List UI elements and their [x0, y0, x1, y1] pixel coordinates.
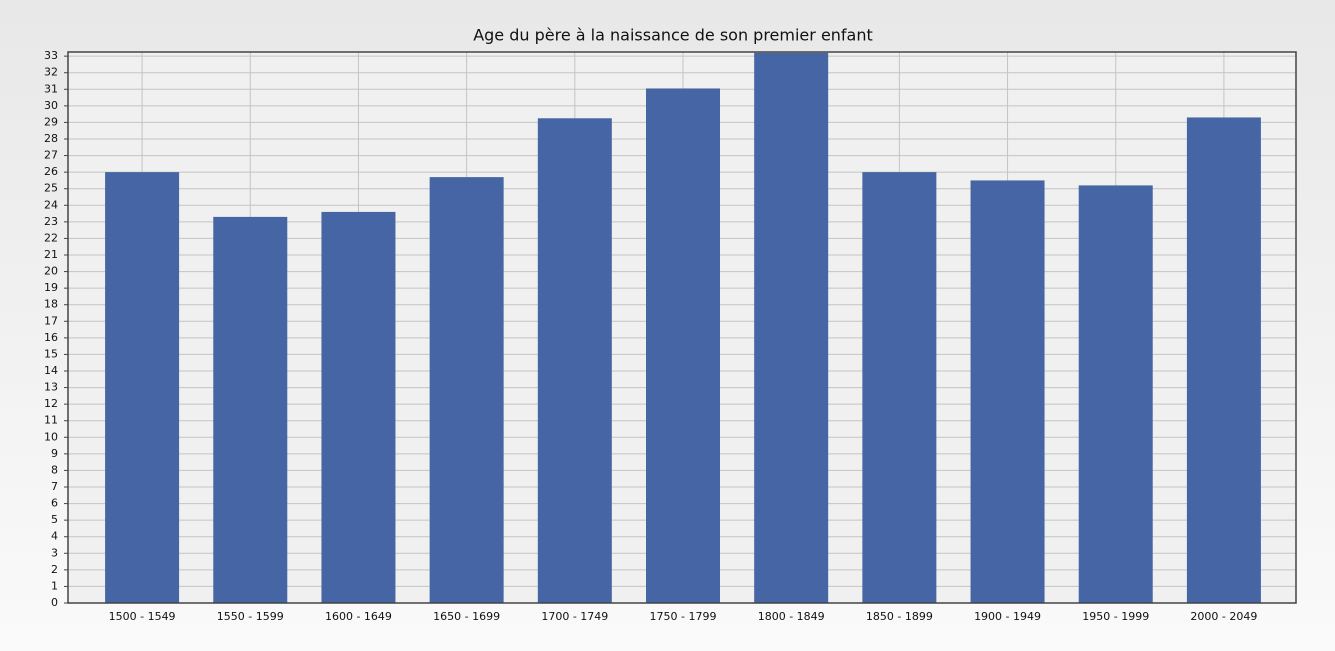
x-tick-label: 1850 - 1899 [866, 610, 933, 623]
bar [970, 180, 1045, 603]
y-tick-label: 3 [51, 546, 58, 559]
y-tick-label: 6 [51, 497, 58, 510]
y-tick-label: 20 [44, 265, 58, 278]
x-tick-label: 1650 - 1699 [433, 610, 500, 623]
plot-layer [68, 52, 1296, 604]
y-tick-label: 15 [44, 347, 58, 360]
bar [1186, 117, 1261, 603]
bar [1078, 185, 1153, 603]
y-tick-label: 16 [44, 331, 58, 344]
y-tick-label: 24 [44, 198, 58, 211]
bar [537, 118, 612, 604]
x-tick-label: 2000 - 2049 [1190, 610, 1257, 623]
y-tick-label: 21 [44, 248, 58, 261]
bar [213, 216, 288, 603]
y-tick-label: 18 [44, 298, 58, 311]
y-tick-label: 26 [44, 165, 58, 178]
bar [321, 211, 396, 603]
y-tick-label: 4 [51, 530, 58, 543]
chart-title: Age du père à la naissance de son premie… [473, 26, 873, 45]
y-tick-label: 19 [44, 281, 58, 294]
y-tick-label: 5 [51, 513, 58, 526]
bar [646, 88, 720, 603]
y-tick-label: 27 [44, 149, 58, 162]
y-tick-label: 7 [51, 480, 58, 493]
y-tick-label: 12 [44, 397, 58, 410]
bar [754, 52, 829, 604]
y-tick-label: 14 [44, 364, 58, 377]
y-tick-label: 28 [44, 132, 58, 145]
bar [862, 172, 937, 603]
y-tick-label: 2 [51, 563, 58, 576]
y-tick-label: 11 [44, 414, 58, 427]
x-tick-label: 1600 - 1649 [325, 610, 392, 623]
y-tick-label: 1 [51, 579, 58, 592]
y-tick-label: 0 [51, 596, 58, 609]
bar [429, 177, 504, 603]
y-tick-label: 23 [44, 215, 58, 228]
x-tick-label: 1700 - 1749 [541, 610, 608, 623]
y-tick-label: 13 [44, 381, 58, 394]
y-tick-label: 33 [44, 49, 58, 62]
y-tick-label: 9 [51, 447, 58, 460]
y-tick-label: 31 [44, 82, 58, 95]
x-tick-label: 1550 - 1599 [217, 610, 284, 623]
x-tick-label: 1500 - 1549 [109, 610, 176, 623]
y-tick-label: 29 [44, 115, 58, 128]
x-tick-label: 1900 - 1949 [974, 610, 1041, 623]
y-tick-label: 8 [51, 463, 58, 476]
y-tick-label: 10 [44, 430, 58, 443]
y-tick-label: 30 [44, 99, 58, 112]
x-tick-label: 1750 - 1799 [650, 610, 717, 623]
x-tick-label: 1800 - 1849 [758, 610, 825, 623]
bar [105, 172, 180, 603]
y-tick-label: 32 [44, 66, 58, 79]
plot-frame [67, 51, 1297, 604]
x-tick-label: 1950 - 1999 [1082, 610, 1149, 623]
y-tick-label: 25 [44, 182, 58, 195]
y-tick-label: 17 [44, 314, 58, 327]
y-tick-label: 22 [44, 231, 58, 244]
